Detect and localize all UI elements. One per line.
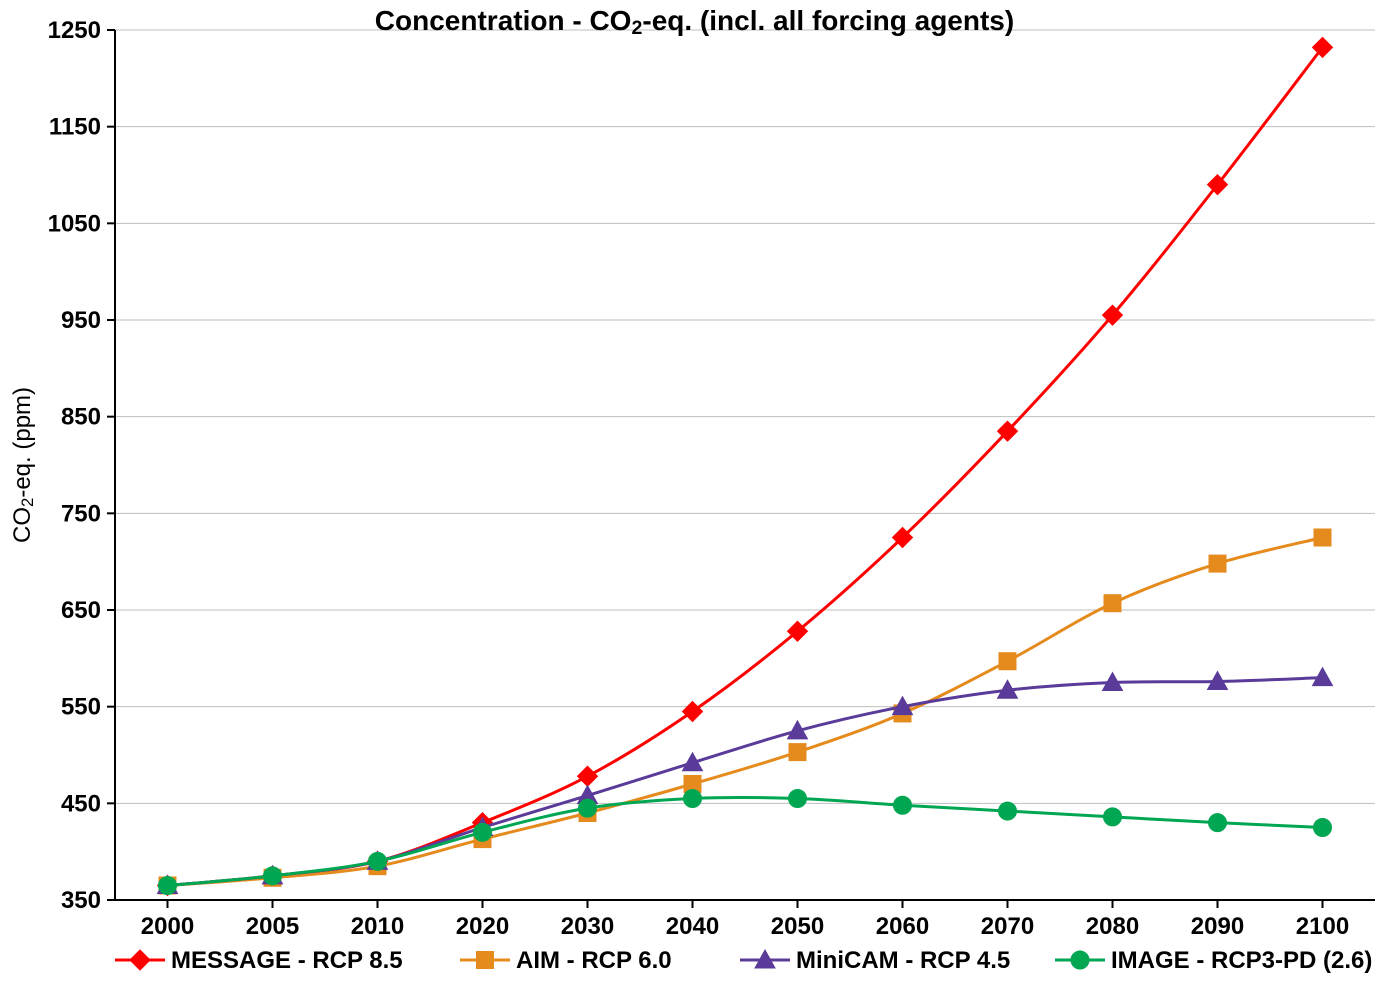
y-tick-label: 1050	[48, 210, 101, 237]
x-tick-label: 2040	[666, 913, 719, 940]
x-tick-label: 2070	[981, 913, 1034, 940]
y-tick-label: 950	[61, 307, 101, 334]
legend-label: MESSAGE - RCP 8.5	[171, 947, 403, 974]
y-tick-label: 1250	[48, 17, 101, 44]
x-tick-label: 2020	[456, 913, 509, 940]
y-tick-label: 1150	[49, 114, 101, 141]
legend-label: MiniCAM - RCP 4.5	[796, 947, 1010, 974]
x-tick-label: 2100	[1296, 913, 1349, 940]
x-tick-label: 2060	[876, 913, 929, 940]
y-axis-label: CO2-eq. (ppm)	[9, 387, 37, 543]
x-tick-label: 2005	[246, 913, 299, 940]
x-tick-label: 2000	[141, 913, 194, 940]
x-tick-label: 2010	[351, 913, 404, 940]
y-tick-label: 650	[61, 597, 101, 624]
y-tick-label: 750	[61, 500, 101, 527]
x-tick-label: 2030	[561, 913, 614, 940]
line-chart: 350 450 550 650 750 850 950 1050 1150 1250 2000 200…	[0, 0, 1389, 1000]
legend-label: IMAGE - RCP3-PD (2.6)	[1111, 947, 1372, 974]
chart-title: Concentration - CO2-eq. (incl. all forci…	[375, 5, 1014, 39]
chart-container: 350 450 550 650 750 850 950 1050 1150 1250 2000 200…	[0, 0, 1389, 1000]
y-tick-label: 350	[61, 887, 101, 914]
legend-label: AIM - RCP 6.0	[516, 947, 672, 974]
x-tick-label: 2050	[771, 913, 824, 940]
y-tick-label: 850	[61, 404, 101, 431]
y-tick-label: 550	[61, 694, 101, 721]
x-tick-label: 2090	[1191, 913, 1244, 940]
y-tick-label: 450	[61, 790, 101, 817]
x-tick-label: 2080	[1086, 913, 1139, 940]
